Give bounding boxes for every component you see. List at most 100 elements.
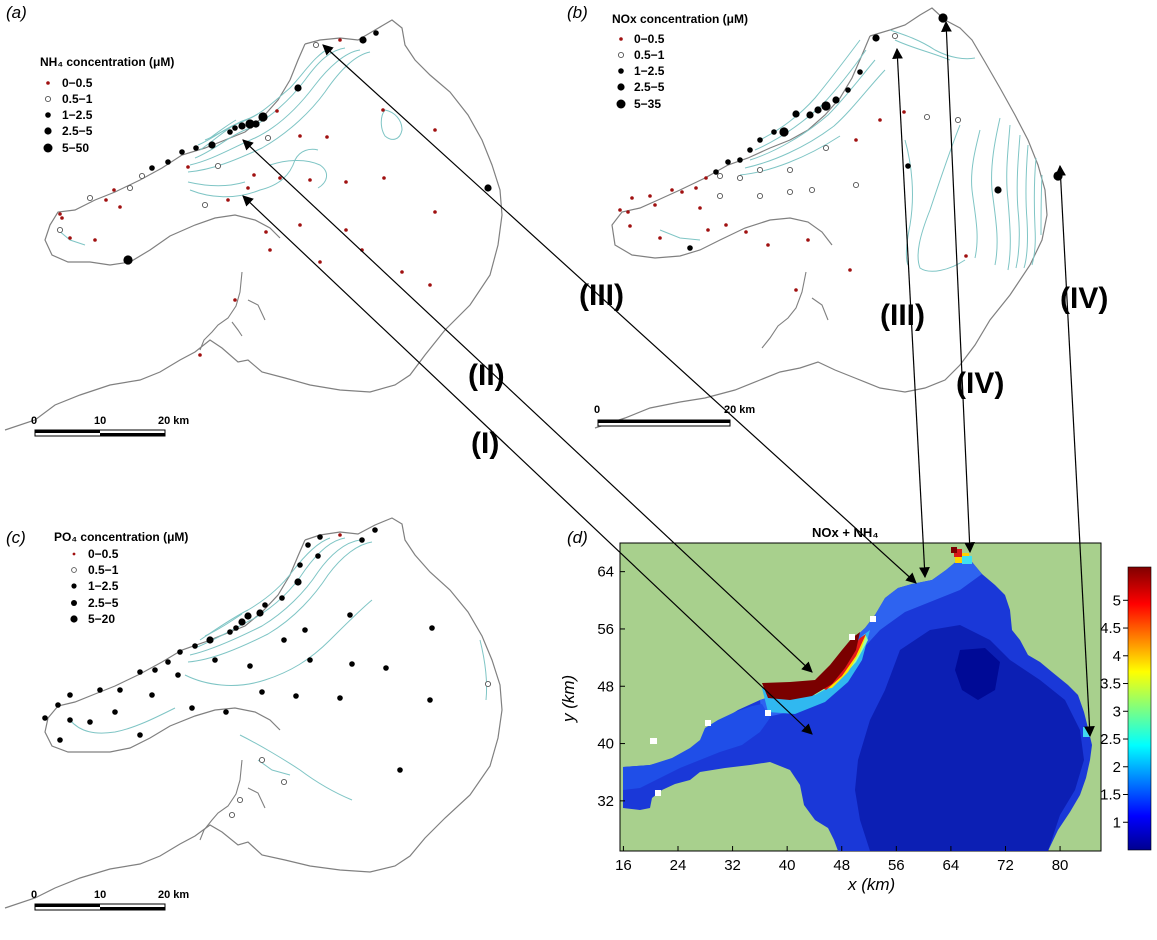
a-station-36 <box>382 176 386 180</box>
a-station-2 <box>338 38 342 42</box>
legend-b-marker-4 <box>617 83 625 91</box>
x-tick-label: 32 <box>724 857 741 874</box>
a-station-12 <box>227 129 233 135</box>
a-station-31 <box>214 162 222 170</box>
c-station-10 <box>262 602 268 608</box>
arrow-III-b <box>892 47 930 579</box>
b-station-36 <box>822 144 830 152</box>
x-tick-label: 72 <box>997 857 1014 874</box>
a-station-33 <box>278 176 282 180</box>
legend-a-marker-3 <box>45 112 51 118</box>
c-station-16 <box>206 636 214 644</box>
c-station-33 <box>175 672 181 678</box>
a-station-50 <box>233 298 237 302</box>
water-deep-region <box>855 625 1084 851</box>
heatmap-x-label: x (km) <box>847 875 895 894</box>
c-station-19 <box>165 659 171 665</box>
b-station-21 <box>670 188 674 192</box>
legend-c-label-4: 2.5−5 <box>88 596 119 610</box>
a-station-22 <box>86 194 94 202</box>
b-station-7 <box>821 101 831 111</box>
c-station-9 <box>279 595 285 601</box>
b-station-2 <box>891 32 899 40</box>
a-station-28 <box>381 108 385 112</box>
b-station-53 <box>806 238 810 242</box>
b-station-40 <box>756 192 764 200</box>
legend-a-label-5: 5−50 <box>62 141 89 155</box>
colorbar-tick-label: 1 <box>1113 814 1121 831</box>
b-station-48 <box>687 245 693 251</box>
b-station-56 <box>628 224 632 228</box>
panel-d: (d) NOx + NH₄ <box>559 525 1152 894</box>
a-station-18 <box>138 172 146 180</box>
b-station-51 <box>744 230 748 234</box>
legend-a-label-4: 2.5−5 <box>62 124 93 138</box>
panel-a-scale-10: 10 <box>94 415 106 427</box>
b-station-52 <box>766 243 770 247</box>
panel-c-scale-10: 10 <box>94 889 106 901</box>
a-station-19 <box>126 184 134 192</box>
b-station-28 <box>923 113 931 121</box>
legend-c-marker-5 <box>70 615 78 623</box>
c-station-14 <box>233 625 239 631</box>
panel-d-title: NOx + NH₄ <box>812 525 879 540</box>
panel-a-scale-bar: 0 10 20 km <box>31 415 189 437</box>
a-station-1 <box>312 41 320 49</box>
a-station-24 <box>56 226 64 234</box>
b-station-45 <box>626 210 630 214</box>
c-station-48 <box>67 717 73 723</box>
panel-c-peninsula <box>199 759 266 841</box>
arrow-I <box>242 195 813 735</box>
c-station-54 <box>228 811 236 819</box>
panel-b-contours <box>659 29 1043 272</box>
b-station-27 <box>902 110 906 114</box>
panel-a-coastline-north <box>44 43 306 266</box>
legend-c-marker-3 <box>71 583 77 589</box>
a-station-17 <box>149 165 155 171</box>
east-edge-cyan <box>1083 727 1090 737</box>
a-station-46 <box>400 270 404 274</box>
a-station-49 <box>318 260 322 264</box>
a-station-42 <box>268 248 272 252</box>
a-station-13 <box>208 141 216 149</box>
legend-c-marker-2 <box>71 567 77 573</box>
a-station-15 <box>179 149 185 155</box>
heatmap-y-label: y (km) <box>559 675 578 723</box>
c-station-2 <box>338 533 342 537</box>
c-station-31 <box>484 680 492 688</box>
panel-b-stations <box>618 13 1063 292</box>
colorbar-ticks: 1 1.5 2 2.5 3 3.5 4 4.5 5 <box>1100 592 1128 831</box>
c-station-11 <box>256 609 264 617</box>
panel-c-coastline-north <box>44 539 306 753</box>
c-station-40 <box>189 705 195 711</box>
c-station-23 <box>97 687 103 693</box>
water-shelf-band <box>760 560 982 718</box>
b-station-50 <box>724 223 728 227</box>
c-station-35 <box>247 663 253 669</box>
c-station-24 <box>67 692 73 698</box>
a-station-4 <box>373 30 379 36</box>
c-station-12 <box>244 612 252 620</box>
c-station-7 <box>297 562 303 568</box>
b-station-9 <box>806 111 814 119</box>
c-station-45 <box>427 697 433 703</box>
legend-b-marker-3 <box>618 68 624 74</box>
a-station-6 <box>275 109 279 113</box>
a-station-39 <box>226 198 230 202</box>
panel-c-legend-title: PO₄ concentration (μM) <box>54 530 188 544</box>
colorbar-tick-label: 3.5 <box>1100 676 1121 693</box>
legend-b-label-4: 2.5−5 <box>634 80 665 94</box>
b-station-6 <box>832 96 840 104</box>
white-cell <box>849 634 855 640</box>
b-station-54 <box>848 268 852 272</box>
b-station-46 <box>653 203 657 207</box>
b-station-11 <box>779 127 789 137</box>
panel-b-letter: (b) <box>567 3 588 22</box>
legend-a-label-2: 0.5−1 <box>62 92 93 106</box>
panel-c-contours <box>69 537 488 801</box>
panel-a-scale-0: 0 <box>31 415 37 427</box>
legend-a-marker-1 <box>46 81 50 85</box>
panel-a-stations <box>56 30 492 357</box>
legend-b-label-3: 1−2.5 <box>634 64 665 78</box>
b-station-47 <box>658 236 662 240</box>
